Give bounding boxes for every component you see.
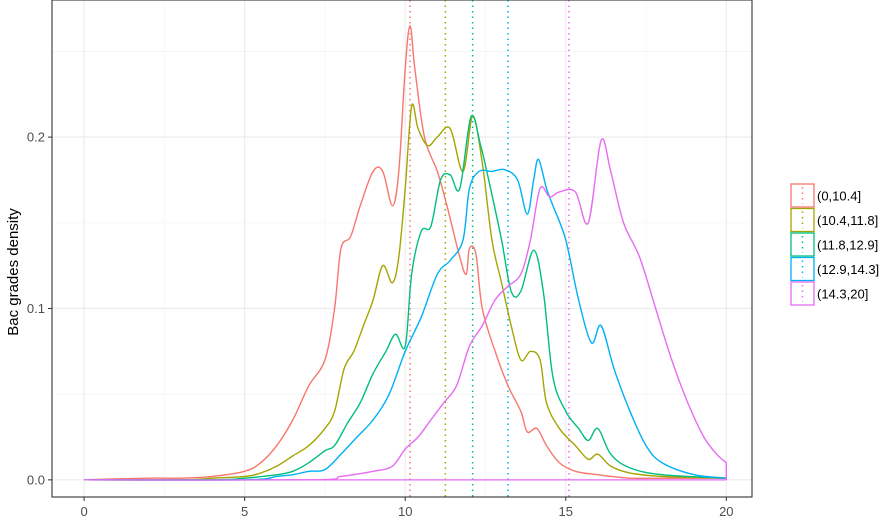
y-axis: 0.0 0.1 0.2	[27, 130, 52, 487]
x-tick-label: 10	[398, 504, 412, 519]
legend-item: (0,10.4]	[790, 183, 861, 208]
plot-border	[51, 0, 753, 498]
x-tick-label: 5	[241, 504, 248, 519]
legend-item: (14.3,20]	[790, 281, 868, 306]
legend-label: (14.3,20]	[817, 287, 868, 302]
x-tick-label: 20	[719, 504, 733, 519]
density-curve-1	[84, 25, 727, 481]
legend-item: (10.4,11.8]	[790, 207, 878, 233]
plot-panel	[51, 0, 753, 498]
legend-label: (11.8,12.9]	[817, 238, 878, 253]
legend-key	[790, 281, 815, 306]
legend-label: (12.9,14.3]	[817, 262, 879, 277]
legend-label: (0,10.4]	[817, 189, 861, 204]
density-curve-4	[84, 158, 727, 481]
y-axis-title: Bac grades density	[5, 208, 22, 336]
legend-key	[790, 256, 815, 282]
legend-label: (10.4,11.8]	[817, 213, 878, 228]
legend-key	[790, 183, 815, 208]
legend-item: (12.9,14.3]	[790, 256, 879, 282]
y-tick-label: 0.2	[27, 130, 45, 145]
legend-item: (11.8,12.9]	[790, 232, 878, 257]
plot-background	[52, 0, 752, 497]
x-tick-label: 15	[559, 504, 573, 519]
y-tick-label: 0.0	[27, 472, 45, 487]
density-curve-5	[84, 138, 727, 481]
x-tick-label: 0	[80, 504, 87, 519]
density-curve-3	[84, 114, 727, 481]
density-curve-2	[84, 103, 727, 481]
y-tick-label: 0.1	[27, 301, 45, 316]
legend: (0,10.4] (10.4,11.8] (11.8,12.9] (12.9,14.3…	[790, 183, 879, 306]
x-axis: 0 5 10 15 20	[80, 497, 734, 519]
legend-key	[790, 232, 815, 257]
legend-key	[790, 207, 815, 233]
